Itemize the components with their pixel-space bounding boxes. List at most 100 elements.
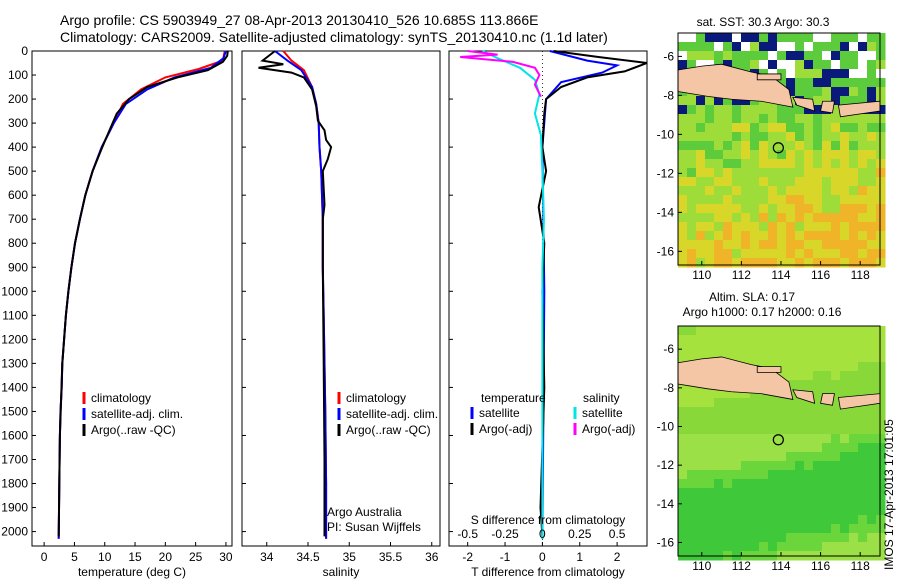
heat-cell: [858, 353, 868, 363]
heat-cell: [849, 231, 859, 241]
heat-cell: [849, 240, 859, 250]
heat-cell: [858, 542, 868, 552]
x-tick-label: 34.5: [296, 550, 320, 564]
heat-cell: [768, 240, 778, 250]
heat-cell: [813, 195, 823, 205]
heat-cell: [840, 371, 850, 381]
heat-cell: [804, 240, 814, 250]
heat-cell: [876, 452, 886, 462]
heat-cell: [831, 105, 841, 115]
heat-cell: [822, 353, 832, 363]
heat-cell: [741, 186, 751, 196]
heat-cell: [759, 195, 769, 205]
heat-cell: [804, 398, 814, 408]
heat-cell: [858, 335, 868, 345]
heat-cell: [750, 123, 760, 133]
heat-cell: [687, 105, 697, 115]
heat-cell: [759, 524, 769, 534]
heat-cell: [714, 177, 724, 187]
heat-cell: [849, 114, 859, 124]
heat-cell: [849, 335, 859, 345]
heat-cell: [750, 213, 760, 223]
heat-cell: [678, 249, 688, 259]
heat-cell: [759, 452, 769, 462]
heat-cell: [849, 371, 859, 381]
heat-cell: [813, 497, 823, 507]
heat-cell: [768, 524, 778, 534]
heat-cell: [804, 177, 814, 187]
heat-cell: [867, 326, 877, 336]
heat-cell: [822, 69, 832, 79]
heat-cell: [723, 141, 733, 151]
heat-cell: [876, 533, 886, 543]
heat-cell: [705, 204, 715, 214]
heat-cell: [678, 398, 688, 408]
heat-cell: [822, 114, 832, 124]
heat-cell: [696, 123, 706, 133]
heat-cell: [777, 51, 787, 61]
heat-cell: [840, 470, 850, 480]
heat-cell: [795, 78, 805, 88]
heat-cell: [777, 213, 787, 223]
heat-cell: [687, 353, 697, 363]
y-tick-label: 1800: [1, 477, 28, 491]
heat-cell: [714, 132, 724, 142]
heat-cell: [786, 497, 796, 507]
heat-cell: [786, 407, 796, 417]
heat-cell: [678, 542, 688, 552]
heat-cell: [876, 60, 886, 70]
heat-cell: [831, 407, 841, 417]
heat-cell: [750, 398, 760, 408]
heat-cell: [795, 60, 805, 70]
heat-cell: [687, 434, 697, 444]
heat-cell: [741, 150, 751, 160]
heat-cell: [858, 371, 868, 381]
heat-cell: [813, 249, 823, 259]
heat-cell: [840, 380, 850, 390]
heat-cell: [831, 96, 841, 106]
heat-cell: [858, 461, 868, 471]
heat-cell: [714, 488, 724, 498]
heat-cell: [759, 114, 769, 124]
s-tick-label: -0.25: [491, 527, 519, 541]
heat-cell: [759, 470, 769, 480]
heat-cell: [732, 524, 742, 534]
heat-cell: [714, 425, 724, 435]
heat-cell: [840, 353, 850, 363]
heat-cell: [786, 470, 796, 480]
heat-cell: [759, 204, 769, 214]
heat-cell: [822, 371, 832, 381]
heat-cell: [813, 353, 823, 363]
heat-cell: [723, 452, 733, 462]
heat-cell: [768, 123, 778, 133]
heat-cell: [759, 105, 769, 115]
heat-cell: [732, 195, 742, 205]
heat-cell: [750, 479, 760, 489]
heat-cell: [876, 425, 886, 435]
heat-cell: [831, 434, 841, 444]
heat-cell: [867, 353, 877, 363]
heat-cell: [750, 150, 760, 160]
heat-cell: [858, 497, 868, 507]
heat-cell: [831, 186, 841, 196]
heat-cell: [876, 96, 886, 106]
heat-cell: [822, 344, 832, 354]
heat-cell: [723, 344, 733, 354]
heat-cell: [840, 33, 850, 43]
heat-cell: [795, 380, 805, 390]
heat-cell: [822, 524, 832, 534]
heat-cell: [804, 168, 814, 178]
heat-cell: [714, 542, 724, 552]
heat-cell: [813, 213, 823, 223]
heat-cell: [732, 398, 742, 408]
heat-cell: [849, 353, 859, 363]
x-axis-label: salinity: [323, 565, 360, 579]
heat-cell: [840, 231, 850, 241]
heat-cell: [804, 488, 814, 498]
y-tick-label: 600: [8, 188, 28, 202]
heat-cell: [723, 60, 733, 70]
legend-label: climatology: [346, 391, 406, 405]
heat-cell: [750, 168, 760, 178]
heat-cell: [687, 506, 697, 516]
heat-cell: [714, 416, 724, 426]
